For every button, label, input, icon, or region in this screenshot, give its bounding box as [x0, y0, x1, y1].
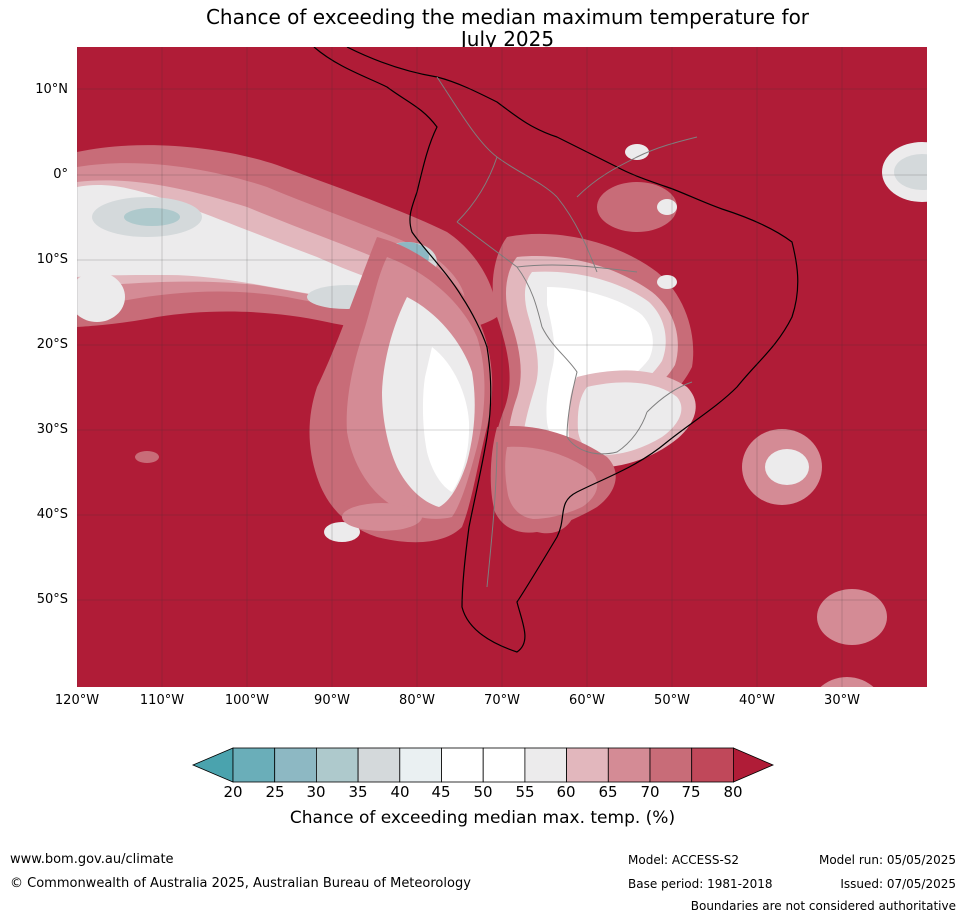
colorbar-bin-25-30	[274, 747, 317, 783]
lon-label-50w: 50°W	[654, 693, 690, 708]
colorbar-bin-70-75	[649, 747, 693, 783]
issued-date: Issued: 07/05/2025	[840, 877, 956, 891]
colorbar-bin-55-60	[524, 747, 567, 783]
model-run-date: Model run: 05/05/2025	[818, 853, 956, 867]
colorbar-bin-20-25	[232, 747, 276, 783]
lon-label-100w: 100°W	[224, 693, 270, 708]
lat-label-10s: 10°S	[36, 252, 68, 267]
base-period: Base period: 1981-2018	[628, 877, 773, 891]
south-brazil-anomaly	[568, 370, 696, 467]
colorbar-tick-75: 75	[681, 783, 701, 801]
colorbar-tick-30: 30	[306, 783, 326, 801]
colorbar-tick-45: 45	[431, 783, 451, 801]
map-title-line2: July 2025	[460, 27, 555, 51]
lat-label-20s: 20°S	[36, 337, 68, 352]
colorbar-tick-80: 80	[723, 783, 743, 801]
lon-label-30w: 30°W	[824, 693, 860, 708]
copyright-text: © Commonwealth of Australia 2025, Austra…	[10, 876, 471, 891]
lon-label-70w: 70°W	[484, 693, 520, 708]
website-link[interactable]: www.bom.gov.au/climate	[10, 852, 174, 867]
lon-label-120w: 120°W	[54, 693, 100, 708]
graticule	[77, 47, 927, 687]
colorbar-bin-60-65	[566, 747, 609, 783]
probability-map	[77, 47, 927, 687]
colorbar-bin-65-70	[607, 747, 651, 783]
lat-label-10n: 10°N	[35, 82, 68, 97]
model-name: Model: ACCESS-S2	[628, 853, 740, 867]
colorbar-tick-40: 40	[390, 783, 410, 801]
colorbar-extend-high	[733, 747, 775, 783]
colorbar-label: Chance of exceeding median max. temp. (%…	[289, 808, 676, 828]
colorbar-bin-45-50	[441, 747, 484, 783]
colorbar-tick-35: 35	[348, 783, 368, 801]
lon-label-110w: 110°W	[139, 693, 185, 708]
lat-label-50s: 50°S	[36, 592, 68, 607]
colorbar-extend-low	[191, 747, 234, 783]
colorbar-bin-40-45	[399, 747, 442, 783]
colorbar-bins	[232, 747, 734, 783]
argentina-anomaly	[490, 426, 616, 533]
lon-label-90w: 90°W	[314, 693, 350, 708]
country-borders	[436, 76, 698, 588]
colorbar-tick-60: 60	[556, 783, 576, 801]
lat-label-40s: 40°S	[36, 507, 68, 522]
colorbar-tick-55: 55	[515, 783, 535, 801]
west-coast-anomaly	[309, 237, 493, 543]
colorbar-tick-25: 25	[265, 783, 285, 801]
colorbar-bin-50-55	[482, 747, 526, 783]
boundaries-disclaimer: Boundaries are not considered authoritat…	[690, 899, 956, 913]
colorbar-tick-70: 70	[640, 783, 660, 801]
lon-label-40w: 40°W	[739, 693, 775, 708]
colorbar-tick-50: 50	[473, 783, 493, 801]
map-title-line1: Chance of exceeding the median maximum t…	[205, 5, 810, 29]
colorbar-bin-30-35	[316, 747, 359, 783]
lon-label-80w: 80°W	[399, 693, 435, 708]
colorbar-tick-65: 65	[598, 783, 618, 801]
colorbar-tick-20: 20	[223, 783, 243, 801]
lon-label-60w: 60°W	[569, 693, 605, 708]
colorbar-bin-35-40	[357, 747, 401, 783]
colorbar	[191, 747, 775, 783]
lat-label-30s: 30°S	[36, 422, 68, 437]
colorbar-bin-75-80	[691, 747, 734, 783]
lat-label-0: 0°	[53, 167, 68, 182]
